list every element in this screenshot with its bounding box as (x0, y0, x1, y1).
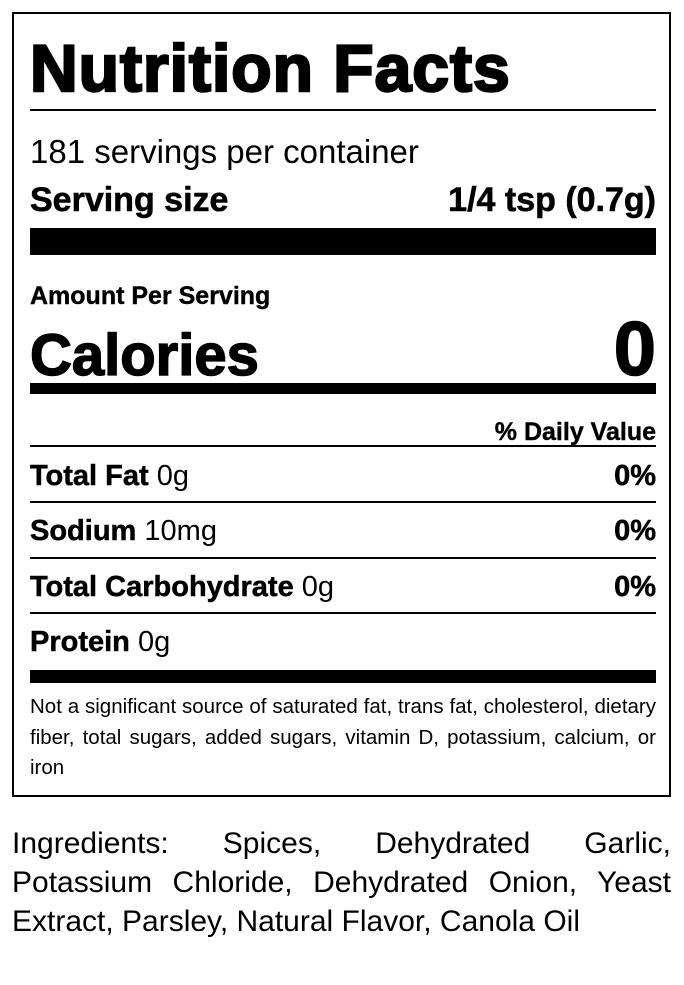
nutrient-dv: 0% (614, 515, 656, 548)
divider (30, 557, 656, 559)
nutrition-facts-panel: Nutrition Facts 181 servings per contain… (12, 12, 671, 797)
divider (30, 445, 656, 447)
nutrient-dv: 0% (614, 460, 656, 493)
daily-value-header: % Daily Value (494, 418, 657, 446)
nutrient-name: Protein (30, 626, 130, 659)
divider (30, 109, 656, 111)
panel-title: Nutrition Facts (29, 30, 511, 107)
serving-size-label: Serving size (30, 181, 229, 220)
nutrient-row-total-fat: Total Fat 0g 0% (30, 458, 656, 494)
nutrient-row-sodium: Sodium 10mg 0% (30, 513, 657, 549)
serving-size: Serving size 1/4 tsp (0.7g) (30, 178, 657, 222)
calories-value: 0 (613, 307, 657, 392)
calories-row: Calories 0 (29, 307, 657, 392)
servings-per-container: 181 servings per container (30, 133, 419, 170)
nutrient-amount: 0g (301, 571, 335, 603)
nutrient-amount: 0g (156, 460, 190, 492)
calories-label: Calories (29, 322, 259, 389)
nutrient-row-protein: Protein 0g (30, 624, 656, 660)
nutrient-dv: 0% (614, 571, 656, 604)
serving-size-value: 1/4 tsp (0.7g) (448, 181, 656, 220)
ingredients-list: Ingredients: Spices, Dehydrated Garlic, … (12, 827, 671, 938)
nutrient-name: Total Fat (30, 460, 149, 493)
nutrient-name: Sodium (30, 515, 137, 548)
nutrient-amount: 0g (137, 626, 171, 658)
amount-per-serving: Amount Per Serving (30, 282, 271, 310)
thick-divider (30, 670, 656, 683)
footnote: Not a significant source of saturated fa… (30, 695, 656, 779)
thick-divider (30, 228, 656, 255)
divider (30, 612, 656, 614)
medium-divider (30, 383, 656, 394)
nutrient-amount: 10mg (144, 515, 217, 547)
divider (30, 501, 656, 503)
nutrient-row-total-carbohydrate: Total Carbohydrate 0g 0% (30, 569, 656, 605)
nutrient-name: Total Carbohydrate (30, 571, 294, 604)
